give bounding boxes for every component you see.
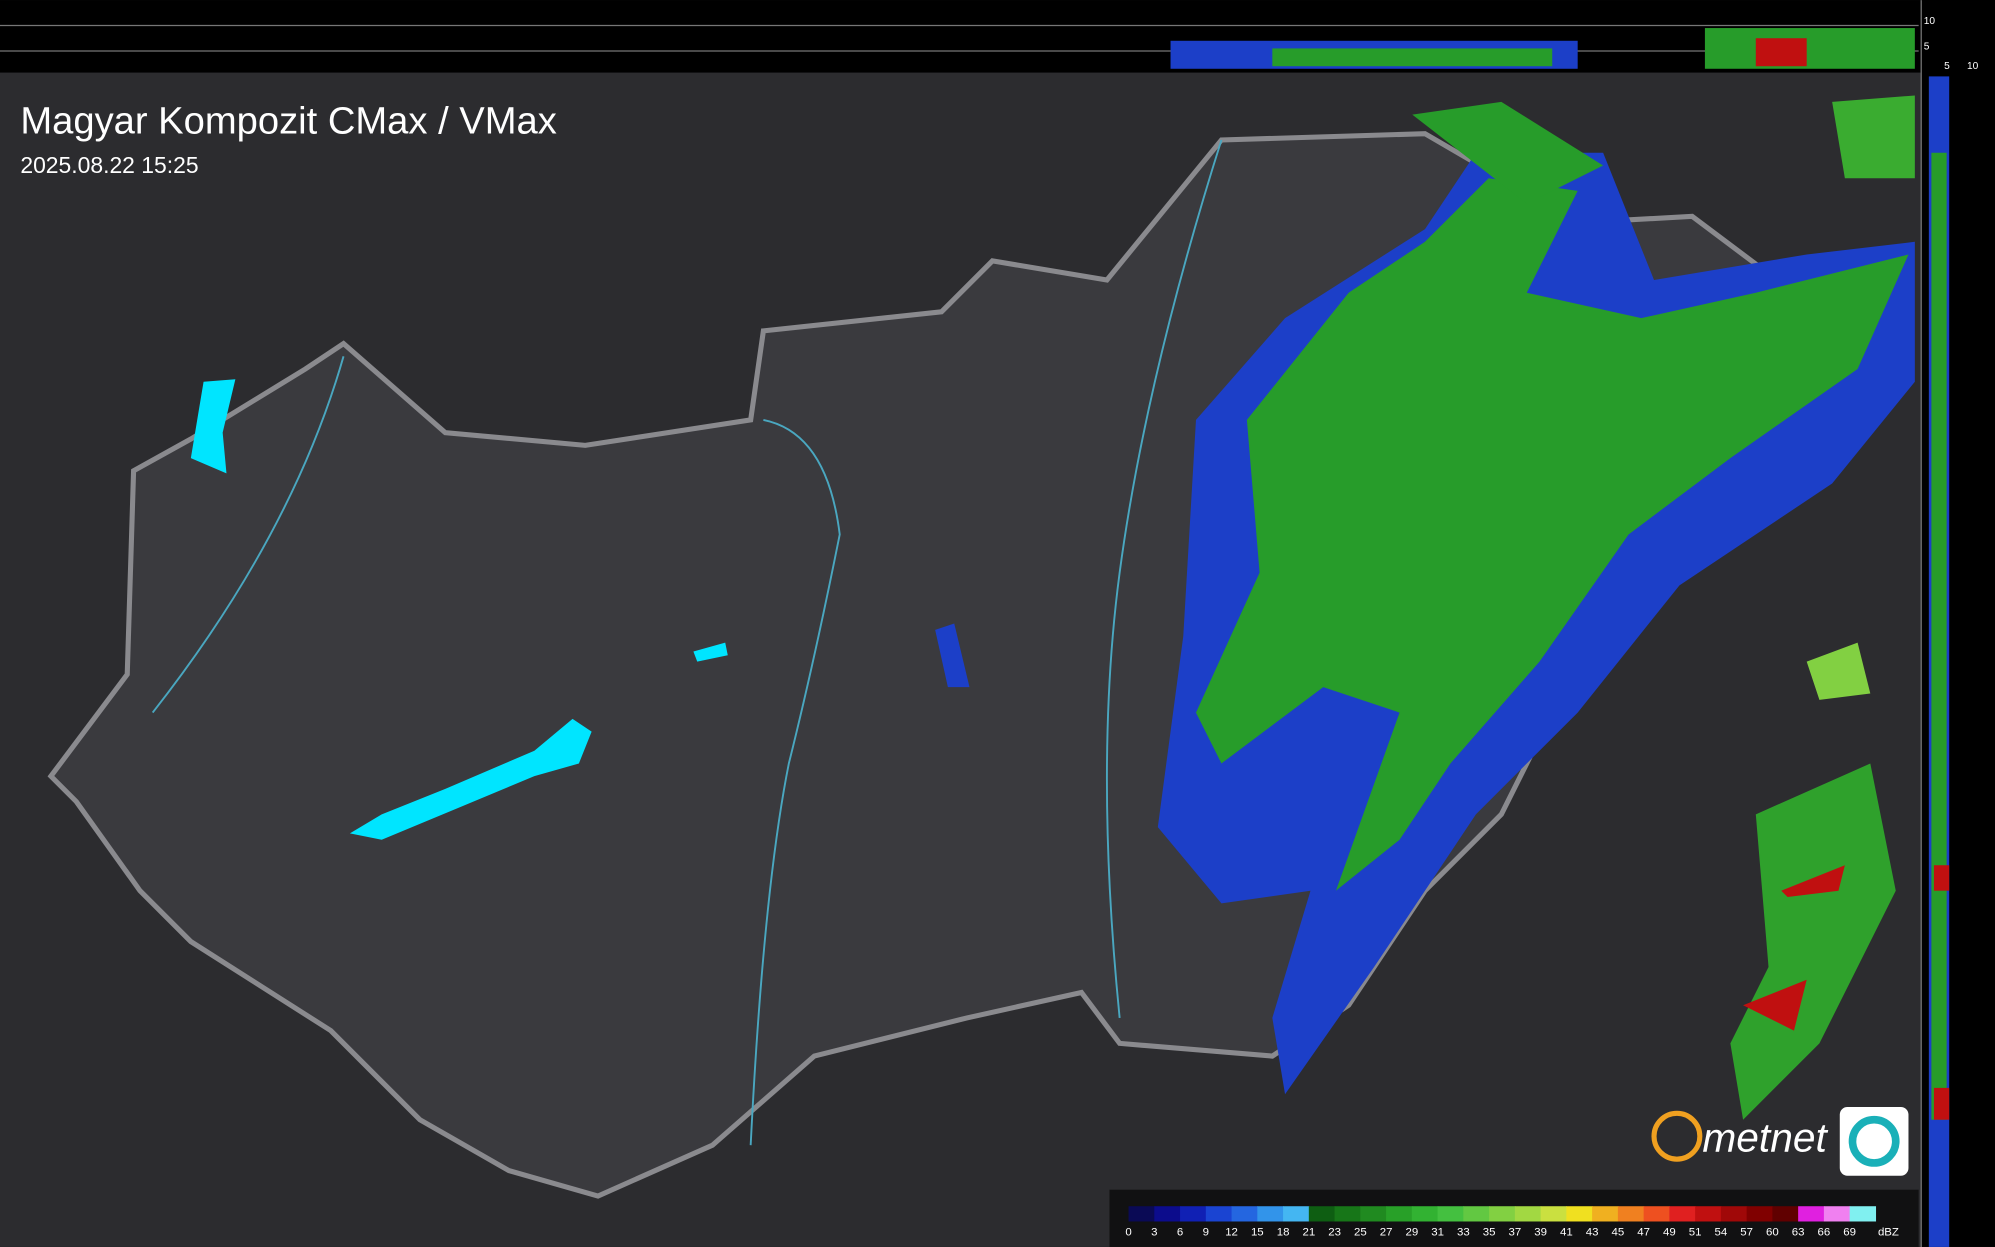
legend-label: 35 [1483,1226,1496,1238]
legend-swatch [1411,1206,1439,1222]
legend-swatch [1283,1206,1310,1222]
legend-label: 66 [1818,1226,1831,1238]
legend-label: 60 [1766,1226,1779,1238]
legend-swatch [1849,1206,1877,1222]
profile-label: 10 [1967,61,1979,72]
legend-label: 9 [1203,1226,1209,1238]
legend: 0 3 6 9 12 15 18 21 23 25 27 29 31 33 35 37 39 41 43 45 47 49… [1125,1206,1899,1238]
profile-label: 5 [1944,61,1950,72]
legend-label: 54 [1715,1226,1728,1238]
legend-swatch [1772,1206,1799,1222]
legend-label: 37 [1508,1226,1521,1238]
legend-label: 18 [1277,1226,1290,1238]
radar-echoes [935,95,1915,1120]
legend-label: 33 [1457,1226,1470,1238]
legend-label: 23 [1328,1226,1341,1238]
legend-swatch [1617,1206,1645,1222]
legend-swatch [1669,1206,1696,1222]
logo-text: metnet [1702,1115,1828,1161]
profile-echo [1704,28,1915,69]
rivers [151,139,1223,1146]
legend-swatch [1360,1206,1387,1222]
legend-swatch [1463,1206,1490,1222]
legend-swatch [1540,1206,1567,1222]
legend-swatch [1180,1206,1207,1222]
profile-echo [1933,1087,1950,1120]
legend-swatch [1695,1206,1722,1222]
legend-label: 47 [1637,1226,1650,1238]
legend-label: 15 [1251,1226,1264,1238]
legend-label: 31 [1431,1226,1444,1238]
legend-swatch [1308,1206,1336,1222]
legend-label: 29 [1405,1226,1418,1238]
top-profile [0,0,1995,73]
legend-label: 6 [1177,1226,1183,1238]
legend-label: 57 [1740,1226,1753,1238]
legend-swatch [1205,1206,1233,1222]
legend-label: 21 [1302,1226,1315,1238]
legend-swatch [1823,1206,1851,1222]
profile-echo [1931,152,1947,1120]
legend-swatch [1746,1206,1774,1222]
profile-echo [1755,38,1807,67]
legend-swatch [1154,1206,1181,1222]
profile-label: 5 [1924,42,1930,53]
lakes [190,379,728,840]
legend-label: 25 [1354,1226,1367,1238]
legend-label: 45 [1611,1226,1624,1238]
profile-echo [1272,48,1553,67]
legend-label: 51 [1689,1226,1702,1238]
legend-label: 69 [1843,1226,1856,1238]
profile-label: 10 [1924,16,1936,27]
legend-swatch [1231,1206,1258,1222]
legend-swatch [1592,1206,1619,1222]
legend-swatch [1128,1206,1155,1222]
legend-label: 0 [1125,1226,1131,1238]
legend-swatch [1798,1206,1825,1222]
legend-label: 3 [1151,1226,1157,1238]
legend-label: 41 [1560,1226,1573,1238]
legend-swatch [1514,1206,1542,1222]
legend-swatch [1566,1206,1593,1222]
timestamp: 2025.08.22 15:25 [20,152,198,178]
legend-swatch [1257,1206,1284,1222]
legend-swatch [1386,1206,1413,1222]
legend-swatch [1489,1206,1516,1222]
legend-label: 43 [1586,1226,1599,1238]
legend-swatch [1643,1206,1671,1222]
logo: metnet [1651,1106,1909,1176]
profile-echo [1933,865,1950,891]
legend-swatch [1437,1206,1464,1222]
legend-label: 63 [1792,1226,1805,1238]
map-title: Magyar Kompozit CMax / VMax [20,100,556,143]
legend-swatch [1334,1206,1361,1222]
legend-label: 49 [1663,1226,1676,1238]
legend-label: 27 [1380,1226,1393,1238]
legend-label: 12 [1225,1226,1238,1238]
legend-label: 39 [1534,1226,1547,1238]
legend-swatch [1720,1206,1748,1222]
legend-unit: dBZ [1878,1226,1899,1238]
